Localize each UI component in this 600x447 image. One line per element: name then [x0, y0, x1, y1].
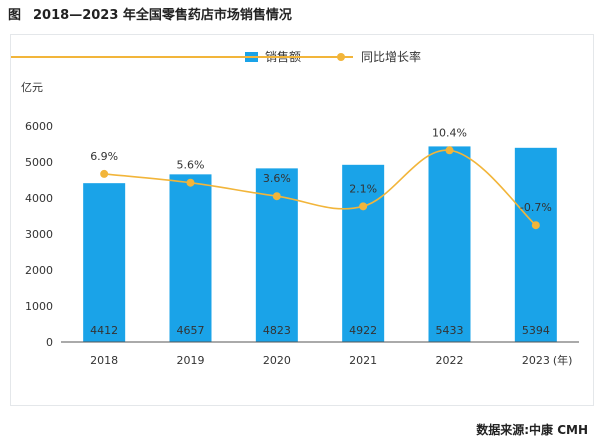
y-tick-label: 1000: [25, 300, 53, 313]
growth-point-2021: [359, 202, 368, 211]
y-tick-label: 6000: [25, 120, 53, 133]
growth-rate-line: [100, 146, 540, 230]
growth-rate-label: 6.9%: [90, 150, 118, 163]
growth-point-2018: [100, 169, 109, 178]
x-axis-unit: (年): [553, 353, 573, 367]
legend-marker-growth: [337, 53, 345, 61]
sales-bar-2018: [83, 183, 126, 342]
growth-point-2023: [531, 221, 540, 230]
sales-value-labels: 4412 4657 4823 4922 5433 5394: [90, 324, 550, 337]
sales-bar-2021: [342, 164, 385, 342]
y-tick-label: 4000: [25, 192, 53, 205]
figure-label: 图: [8, 8, 22, 23]
growth-point-2019: [186, 178, 195, 187]
sales-chart: 销售额 同比增长率 亿元 0 1000 2000 3000 4000 5000 6000 4…: [11, 49, 579, 367]
growth-rate-label: -0.7%: [520, 201, 552, 214]
growth-rate-label: 3.6%: [263, 172, 291, 185]
y-axis-ticks: 0 1000 2000 3000 4000 5000 6000: [25, 120, 53, 349]
legend: 销售额 同比增长率: [11, 49, 421, 64]
x-tick-label: 2022: [436, 354, 464, 367]
y-tick-label: 0: [46, 336, 53, 349]
growth-point-2022: [445, 146, 454, 155]
growth-rate-label: 10.4%: [432, 126, 467, 139]
chart-panel: 销售额 同比增长率 亿元 0 1000 2000 3000 4000 5000 6000 4…: [10, 34, 594, 406]
sales-bars: [83, 146, 557, 342]
sales-bar-2019: [169, 174, 212, 342]
sales-value-label: 4823: [263, 324, 291, 337]
x-tick-label: 2020: [263, 354, 291, 367]
x-tick-label: 2023: [522, 354, 550, 367]
growth-rate-label: 2.1%: [349, 182, 377, 195]
y-tick-label: 5000: [25, 156, 53, 169]
legend-label-growth: 同比增长率: [361, 49, 421, 64]
growth-rate-labels: 6.9% 5.6% 3.6% 2.1% 10.4% -0.7%: [90, 126, 552, 214]
sales-value-label: 5394: [522, 324, 550, 337]
growth-rate-label: 5.6%: [177, 159, 205, 172]
sales-bar-2022: [428, 146, 471, 342]
sales-value-label: 4922: [349, 324, 377, 337]
x-axis-ticks: 2018 2019 2020 2021 2022 2023 (年): [90, 353, 572, 367]
sales-bar-2023: [514, 147, 557, 342]
growth-point-2020: [272, 192, 281, 201]
y-axis-unit: 亿元: [21, 81, 43, 94]
x-tick-label: 2021: [349, 354, 377, 367]
data-source: 数据来源:中康 CMH: [476, 423, 588, 437]
sales-value-label: 4412: [90, 324, 118, 337]
figure-title: 图 2018—2023 年全国零售药店市场销售情况: [8, 4, 292, 23]
sales-value-label: 5433: [436, 324, 464, 337]
sales-value-label: 4657: [177, 324, 205, 337]
x-tick-label: 2018: [90, 354, 118, 367]
figure-title-text: 2018—2023 年全国零售药店市场销售情况: [33, 8, 292, 23]
y-tick-label: 3000: [25, 228, 53, 241]
x-tick-label: 2019: [177, 354, 205, 367]
growth-rate-path: [104, 149, 537, 226]
y-tick-label: 2000: [25, 264, 53, 277]
